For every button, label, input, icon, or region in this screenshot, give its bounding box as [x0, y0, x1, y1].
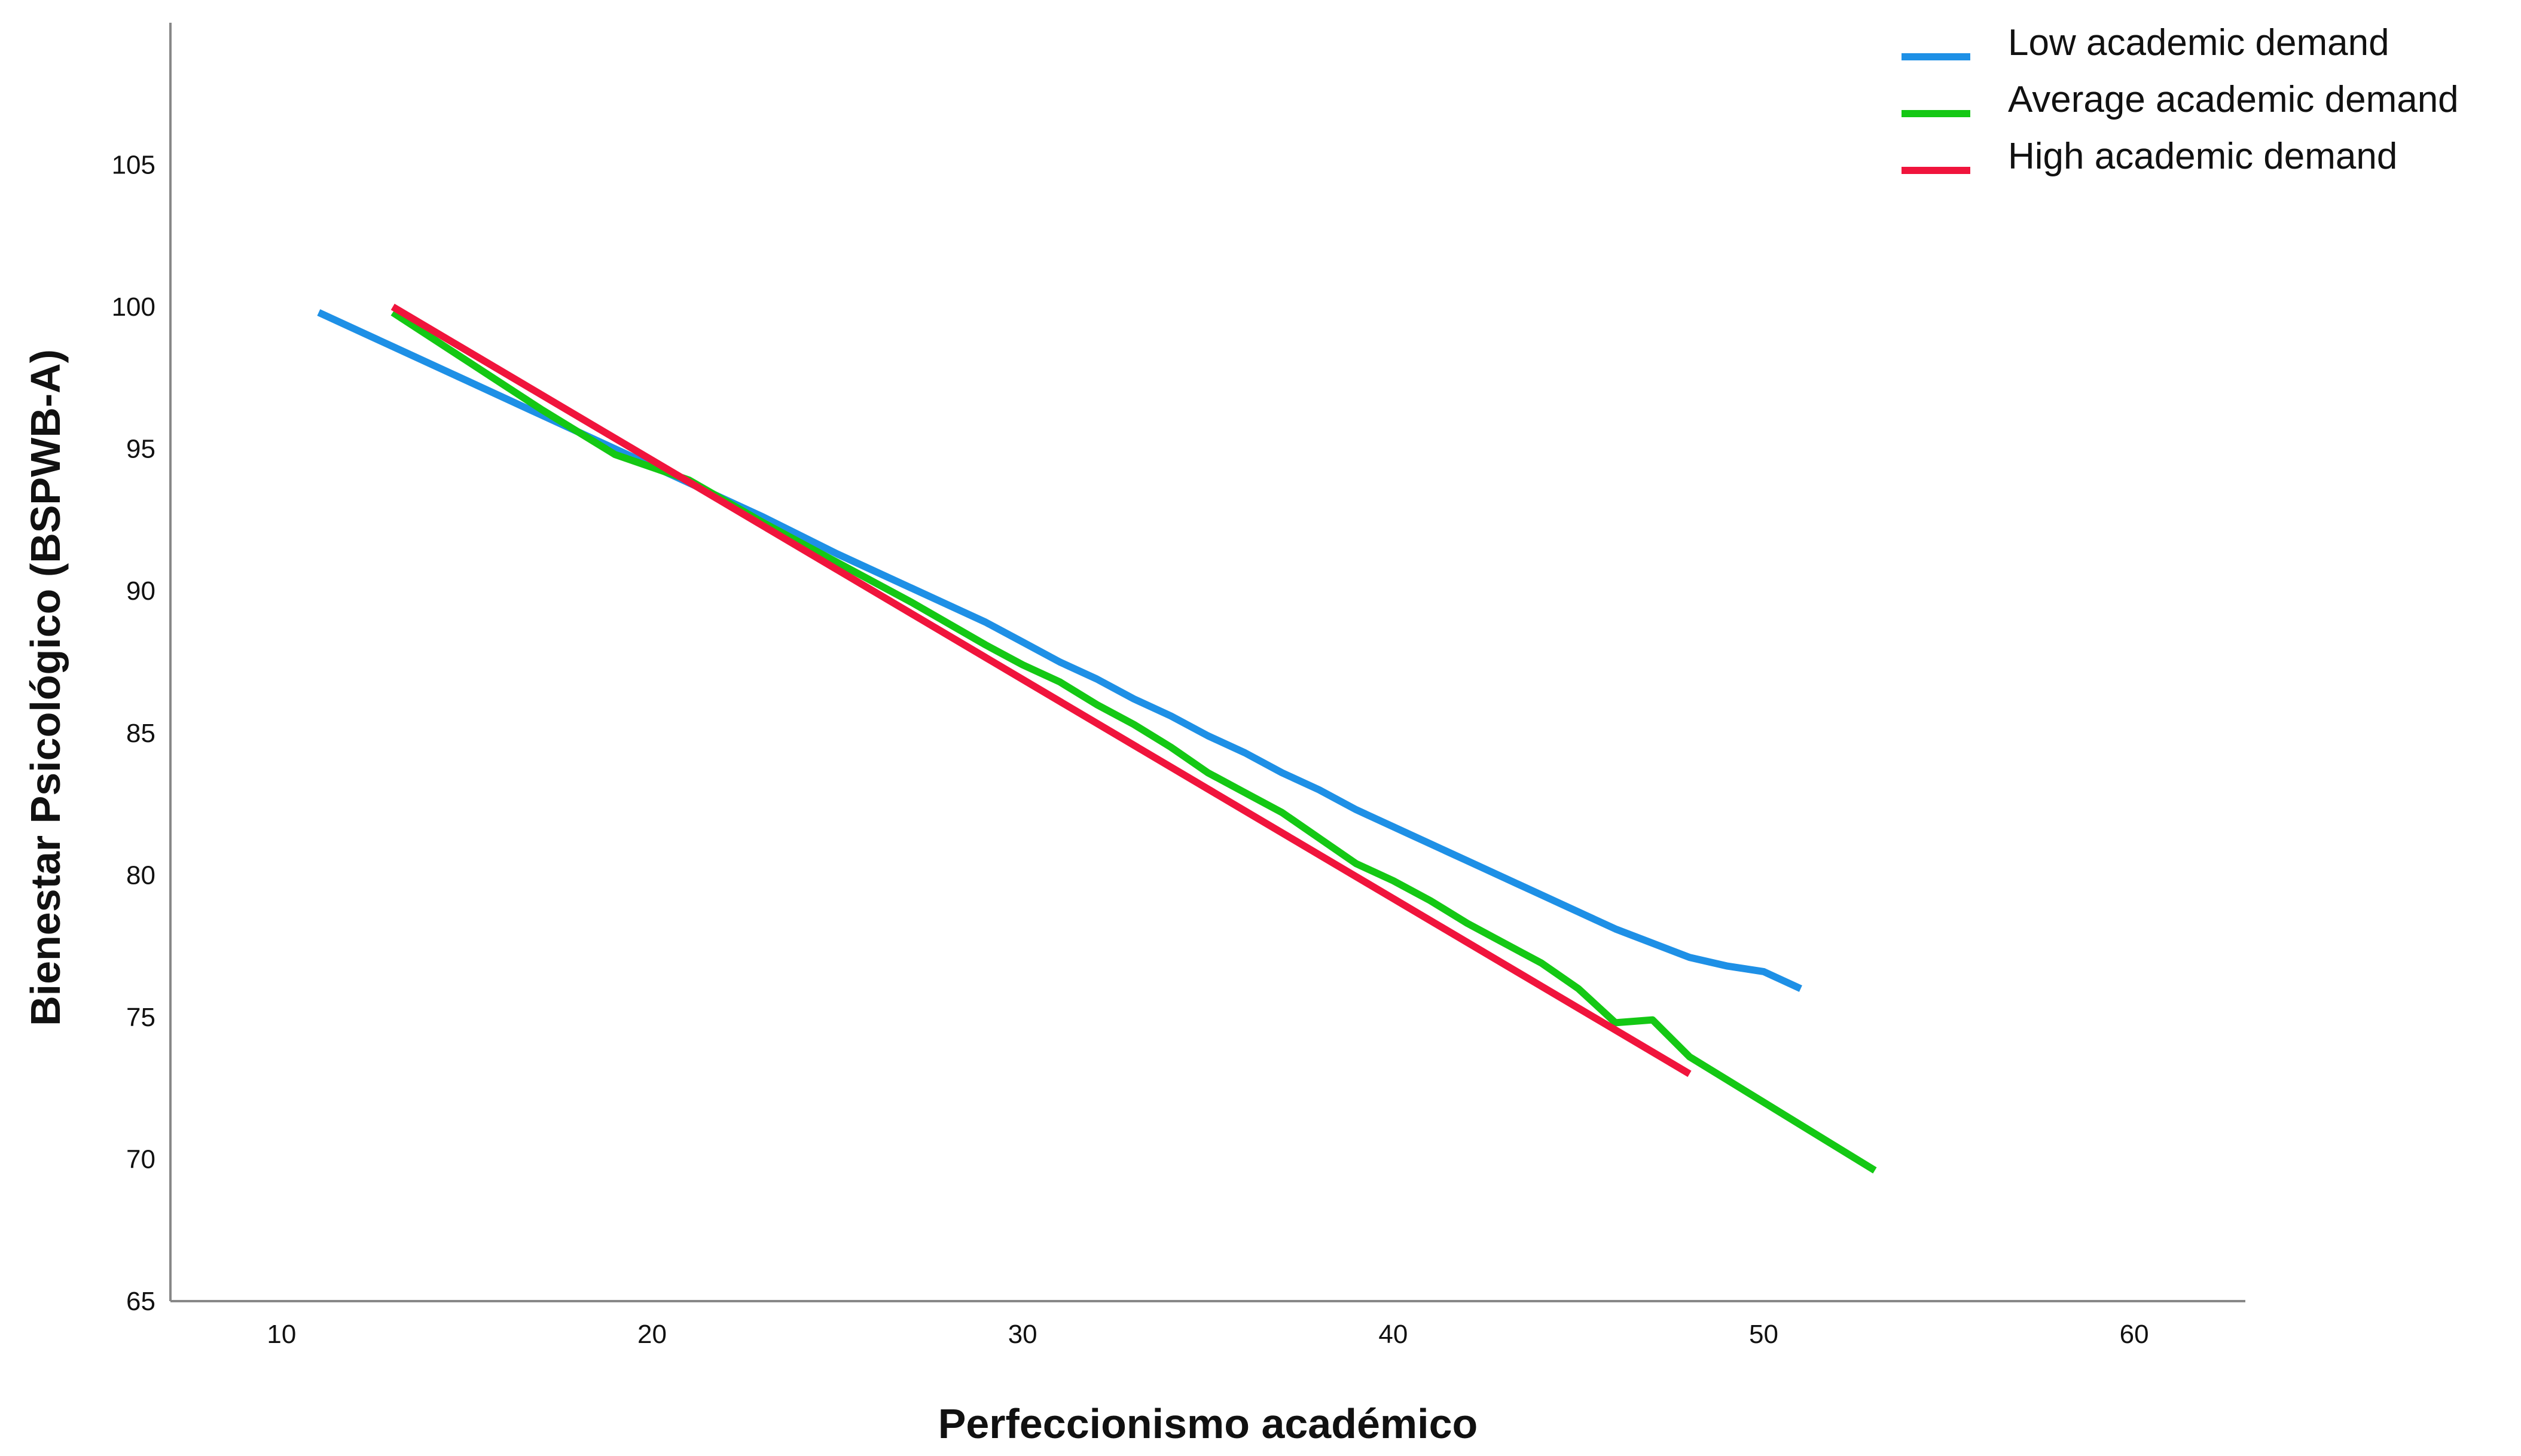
- series-line-3: [390, 303, 1692, 1077]
- y-tick-label: 100: [112, 292, 155, 322]
- legend-label-2: Average academic demand: [2008, 79, 2459, 120]
- y-tick-labels: 65 70 75 80 85 90 95 100 105: [112, 151, 155, 1316]
- x-tick-label: 30: [1008, 1320, 1037, 1349]
- series-line-1: [317, 309, 1802, 992]
- x-tick-label: 50: [1749, 1320, 1778, 1349]
- y-tick-label: 75: [126, 1003, 155, 1032]
- y-tick-label: 70: [126, 1144, 155, 1174]
- y-tick-label: 65: [126, 1287, 155, 1316]
- x-tick-labels: 10 20 30 40 50 60: [267, 1320, 2148, 1349]
- series-lines: [317, 303, 1877, 1174]
- legend-label-3: High academic demand: [2008, 136, 2397, 177]
- y-tick-label: 90: [126, 576, 155, 606]
- legend-label-1: Low academic demand: [2008, 22, 2389, 63]
- series-line-2: [390, 309, 1877, 1174]
- x-axis-title: Perfeccionismo académico: [938, 1400, 1478, 1447]
- legend: Low academic demand Average academic dema…: [1902, 22, 2459, 177]
- y-tick-label: 105: [112, 151, 155, 180]
- y-axis-title: Bienestar Psicológico (BSPWB-A): [22, 349, 69, 1026]
- x-tick-label: 20: [637, 1320, 667, 1349]
- x-tick-label: 60: [2120, 1320, 2149, 1349]
- y-tick-label: 95: [126, 435, 155, 464]
- x-tick-label: 10: [267, 1320, 296, 1349]
- y-tick-label: 80: [126, 860, 155, 890]
- y-tick-label: 85: [126, 719, 155, 748]
- x-tick-label: 40: [1378, 1320, 1408, 1349]
